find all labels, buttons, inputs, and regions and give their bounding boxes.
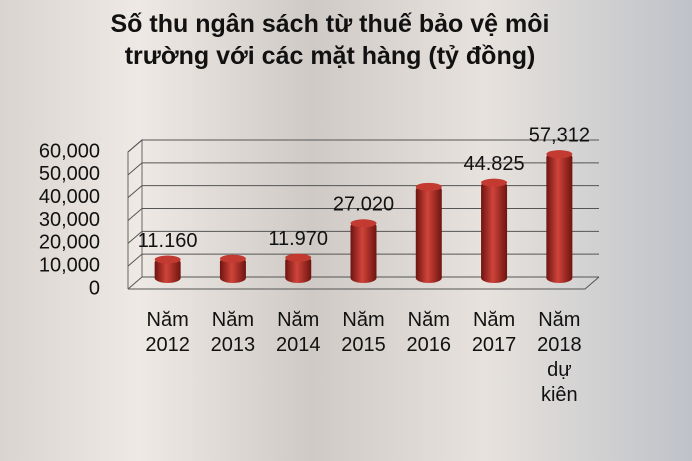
grid-line xyxy=(127,208,599,221)
bar xyxy=(285,255,312,283)
grid-line xyxy=(127,162,599,176)
bar xyxy=(415,184,442,283)
bar-top xyxy=(415,182,442,191)
x-tick-label: Năm 2016 xyxy=(406,309,452,356)
bar xyxy=(546,152,573,283)
x-tick-label: Năm 2018 dự kiên xyxy=(537,309,582,406)
y-tick-label: 50,000 xyxy=(39,163,100,185)
bar-top xyxy=(350,219,377,228)
grid-line xyxy=(127,230,599,244)
grid-line xyxy=(127,253,599,267)
y-tick-label: 20,000 xyxy=(39,232,100,254)
y-tick-label: 30,000 xyxy=(39,209,100,231)
floor xyxy=(128,276,600,290)
chart-title: Số thu ngân sách từ thuế bảo vệ môi trườ… xyxy=(110,10,550,70)
x-tick-label: Năm 2014 xyxy=(275,309,321,356)
bar xyxy=(481,180,508,283)
x-tick-label: Năm 2015 xyxy=(341,309,386,356)
x-tick-label: Năm 2013 xyxy=(210,309,256,356)
y-tick-label: 60,000 xyxy=(39,140,100,162)
y-tick-label: 0 xyxy=(89,277,100,299)
value-label: 44.825 xyxy=(463,153,524,175)
grid-line xyxy=(127,139,599,153)
value-label: 11.160 xyxy=(138,230,198,252)
grid-line xyxy=(127,185,599,199)
value-label: 27.020 xyxy=(333,194,394,216)
bar xyxy=(219,256,246,283)
bar xyxy=(154,257,181,283)
x-tick-label: Năm 2012 xyxy=(145,309,190,356)
grid-line xyxy=(127,276,599,290)
bar xyxy=(350,221,377,283)
y-tick-label: 40,000 xyxy=(39,186,100,208)
bar-top xyxy=(154,255,181,264)
y-tick-label: 10,000 xyxy=(39,254,100,276)
bar-top xyxy=(285,253,312,262)
value-label: 11.970 xyxy=(268,228,328,250)
bar-top xyxy=(546,150,573,159)
x-tick-label: Năm 2017 xyxy=(471,309,517,356)
bar-top xyxy=(481,178,508,187)
bar-top xyxy=(219,254,246,263)
value-label: 57,312 xyxy=(529,124,590,146)
